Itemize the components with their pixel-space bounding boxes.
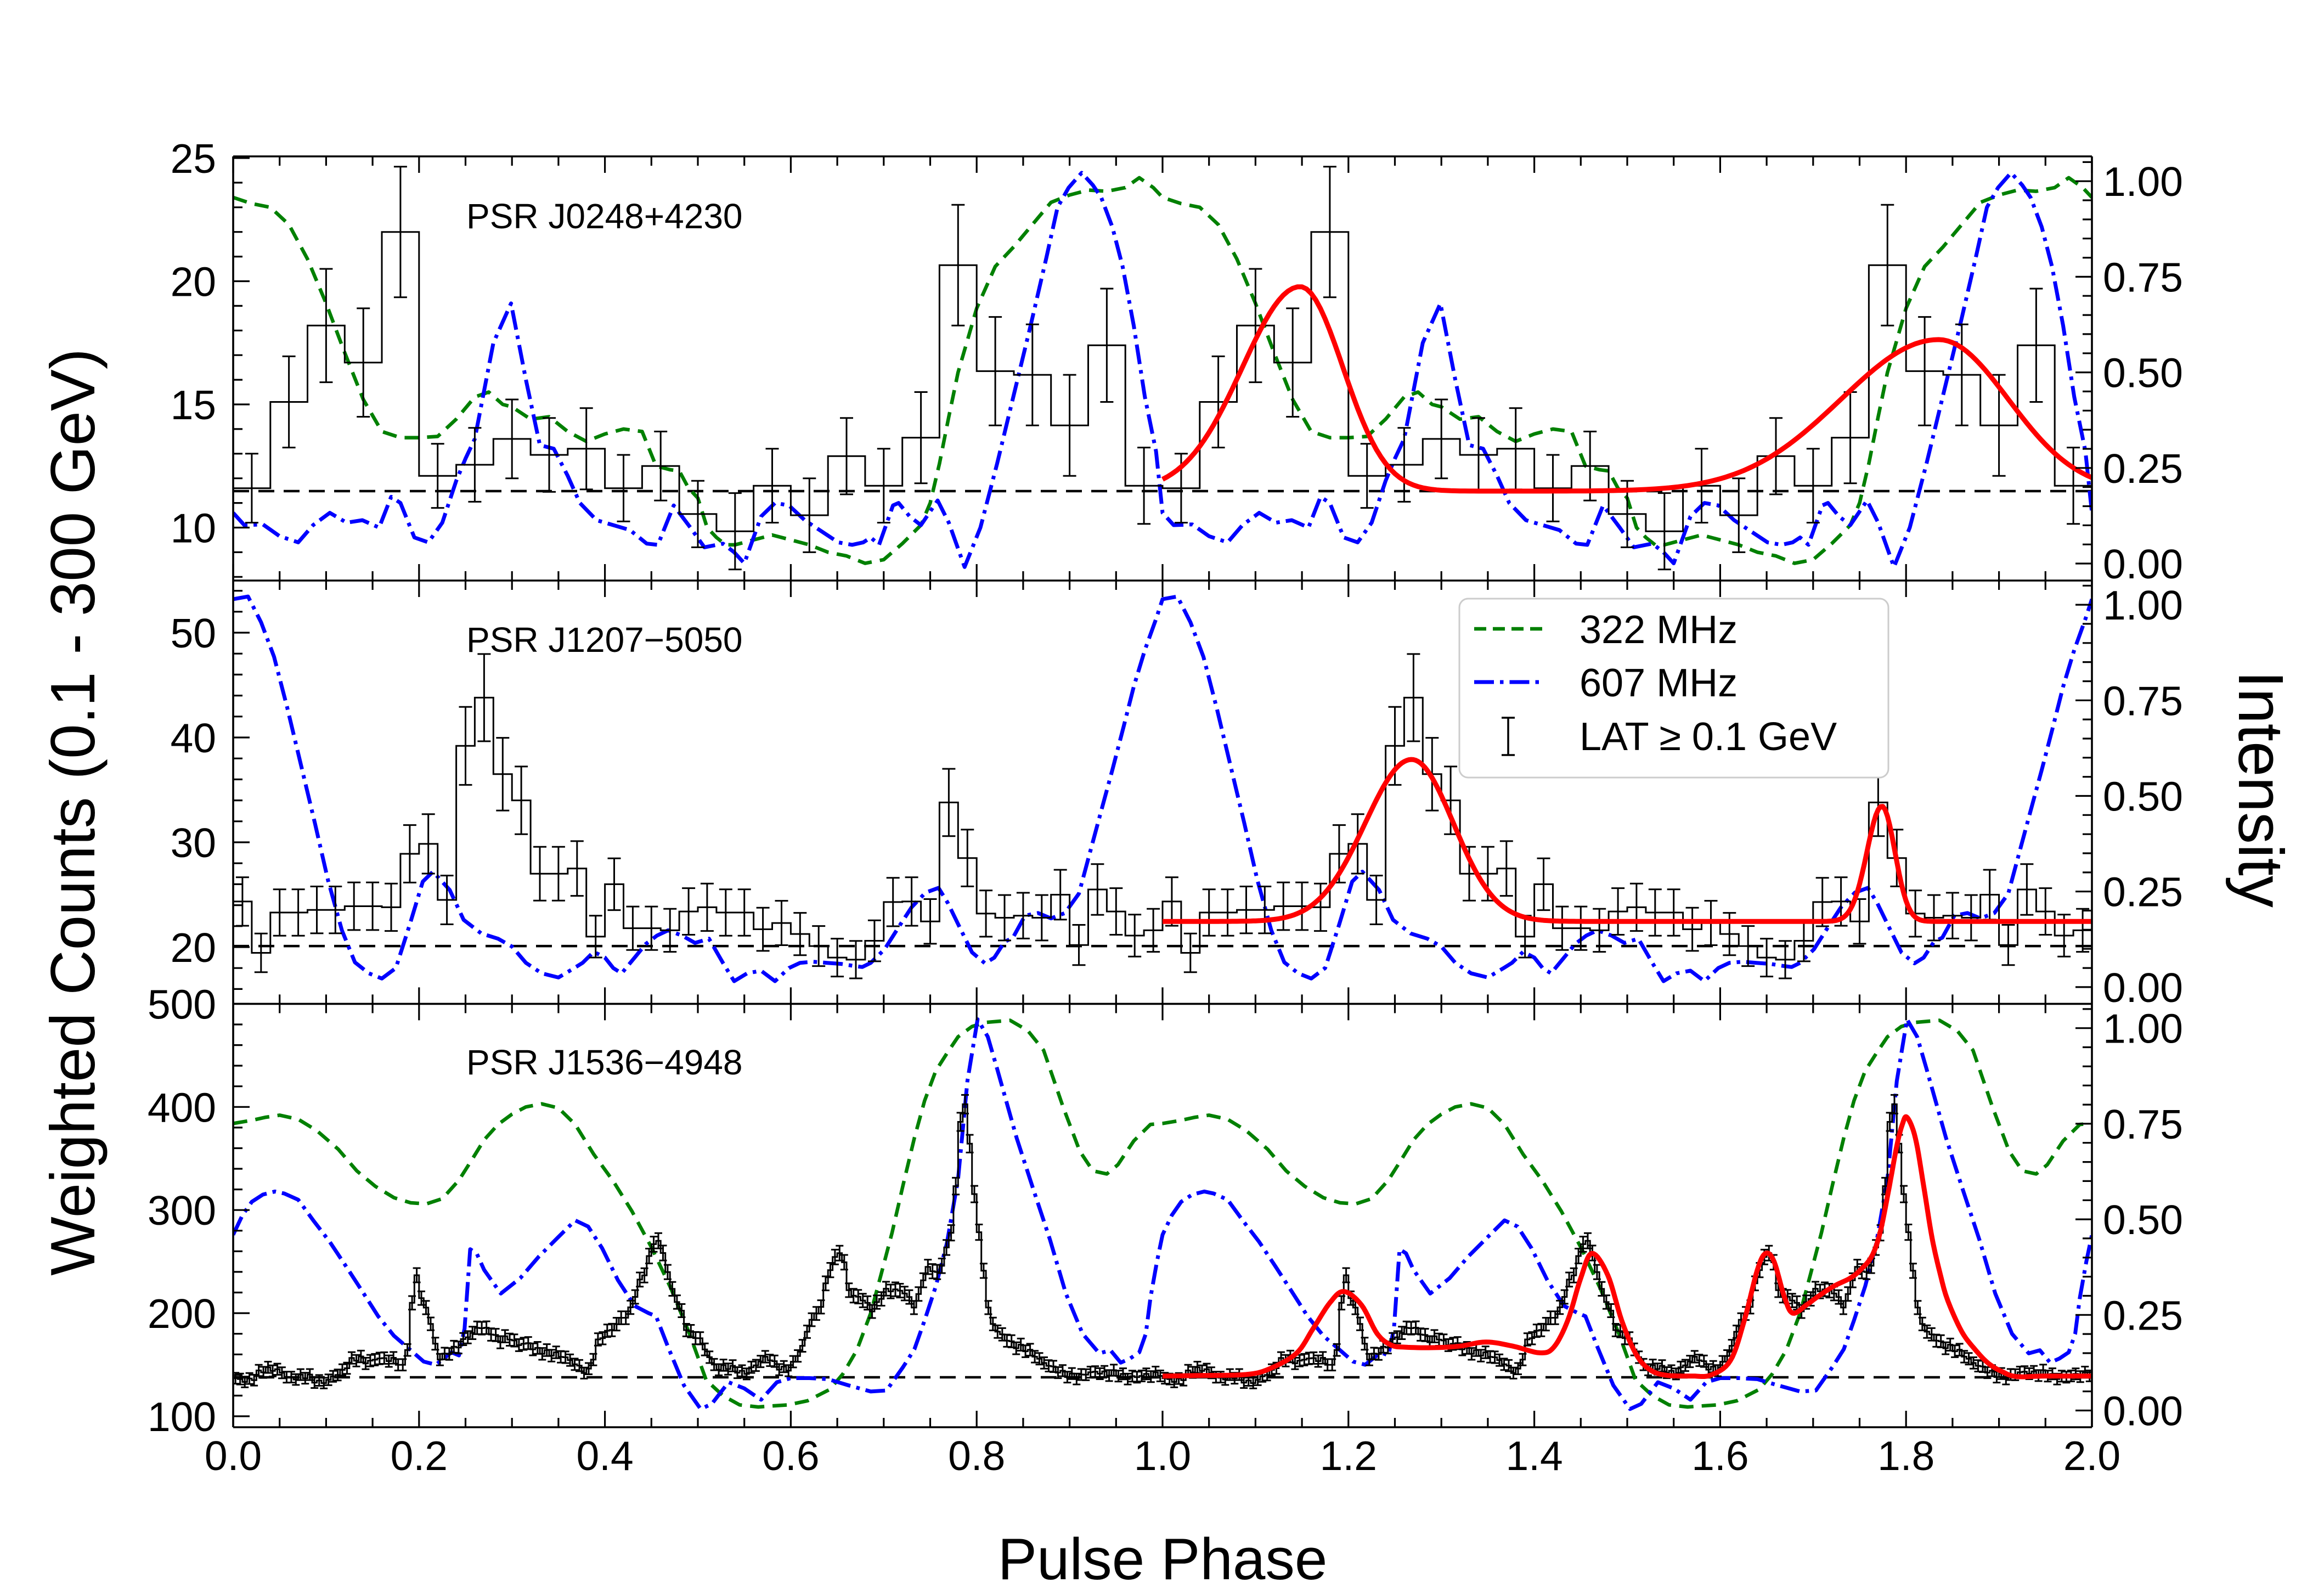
svg-text:1.6: 1.6 — [1691, 1433, 1748, 1479]
svg-text:0.8: 0.8 — [948, 1433, 1005, 1479]
svg-text:50: 50 — [171, 610, 216, 656]
svg-text:10: 10 — [171, 505, 216, 551]
svg-text:0.50: 0.50 — [2103, 350, 2183, 396]
svg-text:25: 25 — [171, 136, 216, 182]
svg-text:500: 500 — [148, 981, 216, 1027]
svg-text:0.2: 0.2 — [391, 1433, 448, 1479]
svg-text:40: 40 — [171, 715, 216, 761]
svg-text:1.0: 1.0 — [1134, 1433, 1191, 1479]
svg-text:322 MHz: 322 MHz — [1580, 608, 1738, 652]
svg-text:Intensity: Intensity — [2225, 671, 2297, 908]
svg-text:400: 400 — [148, 1084, 216, 1130]
svg-text:0.50: 0.50 — [2103, 1197, 2183, 1243]
svg-text:15: 15 — [171, 382, 216, 428]
svg-text:LAT ≥ 0.1 GeV: LAT ≥ 0.1 GeV — [1580, 715, 1837, 759]
svg-text:0.25: 0.25 — [2103, 1292, 2183, 1338]
svg-text:PSR J1207−5050: PSR J1207−5050 — [466, 620, 743, 660]
svg-text:PSR J0248+4230: PSR J0248+4230 — [466, 196, 743, 236]
svg-text:0.25: 0.25 — [2103, 869, 2183, 915]
svg-text:0.00: 0.00 — [2103, 541, 2183, 587]
svg-text:0.75: 0.75 — [2103, 678, 2183, 724]
svg-text:PSR J1536−4948: PSR J1536−4948 — [466, 1043, 743, 1082]
svg-text:Pulse Phase: Pulse Phase — [998, 1526, 1328, 1585]
svg-text:0.75: 0.75 — [2103, 1101, 2183, 1147]
svg-text:0.75: 0.75 — [2103, 254, 2183, 300]
svg-text:0.6: 0.6 — [762, 1433, 819, 1479]
svg-text:0.50: 0.50 — [2103, 774, 2183, 820]
svg-text:1.8: 1.8 — [1877, 1433, 1934, 1479]
svg-text:300: 300 — [148, 1187, 216, 1234]
svg-text:100: 100 — [148, 1394, 216, 1440]
svg-text:0.25: 0.25 — [2103, 446, 2183, 492]
svg-text:1.00: 1.00 — [2103, 582, 2183, 628]
svg-text:Weighted Counts (0.1 - 300 GeV: Weighted Counts (0.1 - 300 GeV) — [38, 348, 108, 1276]
svg-text:0.4: 0.4 — [576, 1433, 633, 1479]
svg-text:200: 200 — [148, 1291, 216, 1337]
svg-text:1.00: 1.00 — [2103, 159, 2183, 205]
svg-text:30: 30 — [171, 820, 216, 866]
svg-text:20: 20 — [171, 259, 216, 305]
svg-text:20: 20 — [171, 925, 216, 971]
svg-text:0.00: 0.00 — [2103, 1388, 2183, 1434]
svg-text:0.00: 0.00 — [2103, 965, 2183, 1011]
svg-text:0.0: 0.0 — [205, 1433, 262, 1479]
svg-text:2.0: 2.0 — [2063, 1433, 2120, 1479]
svg-text:607 MHz: 607 MHz — [1580, 661, 1738, 705]
svg-text:1.00: 1.00 — [2103, 1006, 2183, 1052]
svg-text:1.4: 1.4 — [1505, 1433, 1563, 1479]
svg-text:1.2: 1.2 — [1320, 1433, 1377, 1479]
